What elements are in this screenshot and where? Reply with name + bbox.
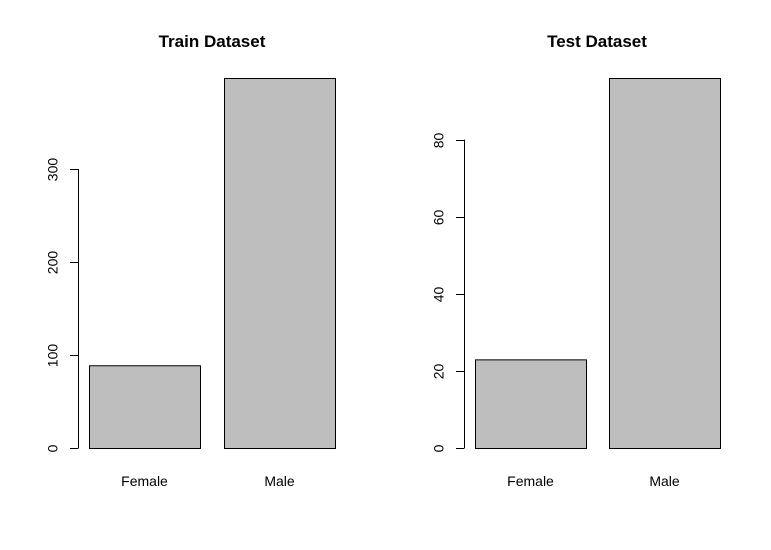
y-tick-label: 40 [431, 287, 447, 303]
category-label: Male [649, 473, 680, 489]
train-dataset-panel: Train Dataset Female Male 0 100 200 300 [45, 32, 336, 489]
y-tick-label: 300 [45, 158, 61, 182]
y-tick-label: 60 [431, 210, 447, 226]
y-tick-label: 20 [431, 364, 447, 380]
chart-title: Test Dataset [547, 32, 647, 51]
bar-male [609, 78, 721, 449]
y-tick-label: 80 [431, 133, 447, 149]
category-label: Male [264, 473, 295, 489]
category-label: Female [507, 473, 554, 489]
chart-title: Train Dataset [159, 32, 266, 51]
bar-male [224, 78, 336, 449]
y-tick-label: 0 [45, 444, 61, 452]
y-tick-label: 200 [45, 251, 61, 275]
test-dataset-panel: Test Dataset Female Male 0 20 40 60 80 [431, 32, 721, 489]
y-tick-label: 0 [431, 444, 447, 452]
bar-female [89, 365, 201, 449]
y-tick-label: 100 [45, 344, 61, 368]
bar-female [475, 359, 587, 449]
category-label: Female [121, 473, 168, 489]
